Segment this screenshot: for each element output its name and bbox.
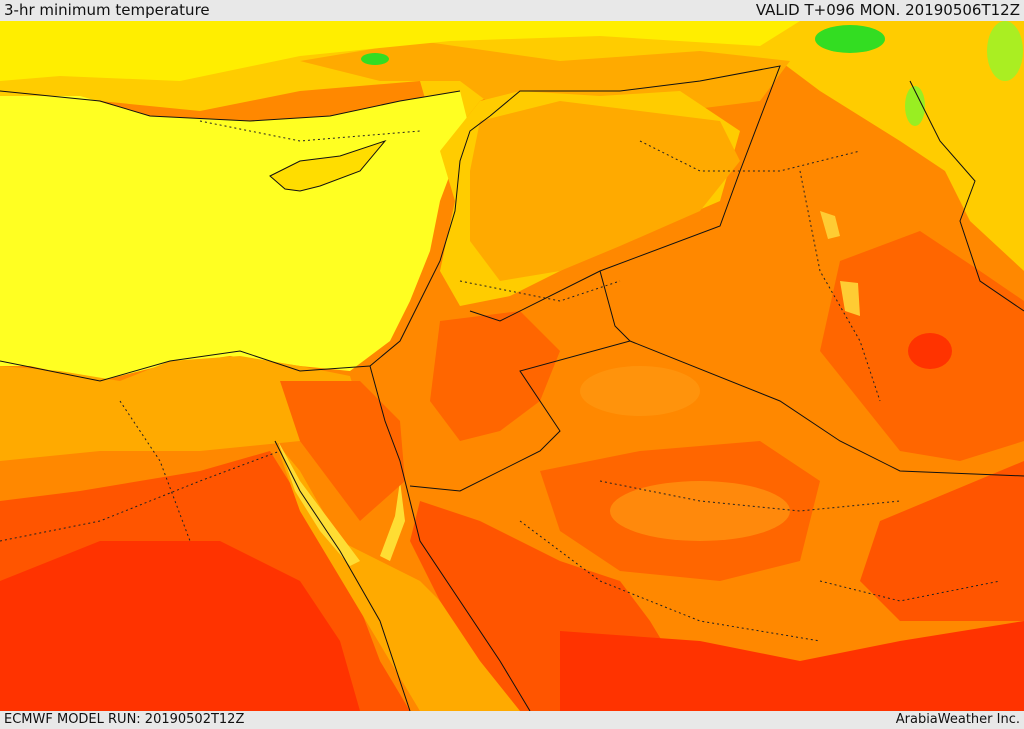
map-title: 3-hr minimum temperature: [4, 1, 210, 19]
green-patch-e2: [905, 86, 925, 126]
political-borders: [0, 65, 1024, 711]
north-yellow: [0, 21, 800, 81]
iraq-lakes: [820, 211, 860, 316]
admin-boundaries: [0, 120, 1001, 642]
syria-orange: [470, 101, 740, 281]
green-patch-n: [361, 53, 389, 65]
sinai-red: [280, 381, 405, 521]
arabia-east-red: [860, 461, 1024, 621]
temperature-map[interactable]: [0, 21, 1024, 711]
egypt-deep-red: [0, 541, 360, 711]
egypt-north: [0, 356, 370, 461]
valid-time: VALID T+096 MON. 20190506T12Z: [755, 1, 1020, 19]
turkey-coast: [0, 90, 461, 122]
red-sea-east-coast: [404, 480, 531, 711]
red-sea-west-coast: [274, 440, 411, 711]
east-gold: [860, 41, 1024, 271]
green-patch-ne: [815, 25, 885, 53]
iraq-jordan-border: [409, 270, 631, 492]
turkey-region: [0, 21, 1024, 231]
syria-border: [469, 65, 781, 322]
arabia-south-red: [560, 621, 1024, 711]
iraq-red-spot: [908, 333, 952, 369]
model-run-label: ECMWF MODEL RUN: 20190502T12Z: [4, 712, 245, 727]
footer-bar: ECMWF MODEL RUN: 20190502T12Z ArabiaWeat…: [0, 711, 1024, 729]
egypt-coast: [0, 350, 371, 382]
levant-coast-line: [369, 115, 491, 367]
green-patch-e: [987, 21, 1023, 81]
cyprus: [269, 139, 387, 192]
header-bar: 3-hr minimum temperature VALID T+096 MON…: [0, 0, 1024, 21]
iran-border: [909, 80, 1024, 312]
gulf-suez: [278, 441, 360, 566]
egypt-israel-border: [369, 365, 406, 482]
jordan-orange-red: [430, 311, 560, 441]
orange-patch-1: [610, 481, 790, 541]
credit-label: ArabiaWeather Inc.: [895, 712, 1020, 727]
orange-patch-2: [580, 366, 700, 416]
gulf-aqaba: [380, 481, 405, 561]
red-sea: [275, 441, 530, 711]
iraq-saudi-border: [629, 340, 1024, 477]
